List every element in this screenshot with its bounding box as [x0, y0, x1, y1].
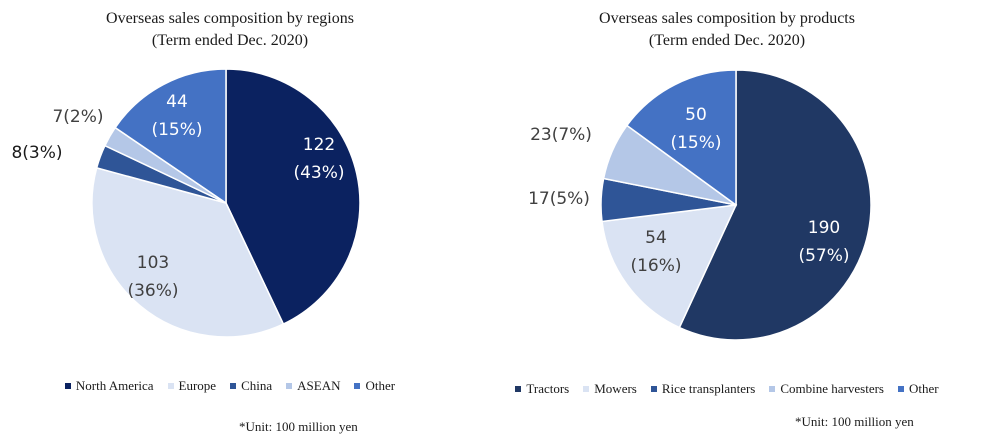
regions-chart: Overseas sales composition by regions (T…	[0, 0, 460, 445]
legend-label: ASEAN	[297, 378, 341, 393]
legend-swatch	[583, 386, 590, 392]
legend-item-combine-harvesters: Combine harvesters	[769, 381, 884, 397]
pie-slice-other	[625, 69, 737, 207]
legend-swatch	[650, 386, 657, 392]
chart-subtitle: (Term ended Dec. 2020)	[648, 32, 806, 49]
products-chart: Overseas sales composition by products (…	[470, 0, 984, 445]
legend-swatch	[897, 386, 904, 392]
data-label-mowers: 54 (16%)	[630, 228, 681, 276]
legend-swatch	[769, 386, 776, 392]
legend-swatch	[354, 383, 361, 389]
legend-label: Rice transplanters	[661, 381, 756, 396]
pie-slice-europe	[91, 166, 285, 338]
data-label-north-america: 122 (43%)	[293, 135, 344, 183]
legend-item-tractors: Tractors	[515, 381, 569, 397]
legend-item-north-america: North America	[64, 378, 154, 394]
legend-item-other: Other	[897, 381, 939, 397]
legend-label: Other	[365, 378, 396, 393]
chart-title-line1: Overseas sales composition by products	[599, 10, 855, 27]
legend-swatch	[167, 383, 174, 389]
unit-note: *Unit: 100 million yen	[795, 414, 914, 429]
legend: Tractors Mowers Rice transplanters Combine …	[470, 381, 984, 397]
data-label-rice-transplanters: 17(5%)	[528, 189, 590, 209]
data-label-asean: 7(2%)	[52, 107, 103, 127]
data-label-europe: 103 (36%)	[127, 253, 178, 301]
pie-chart: 122 (43%) 103 (36%) 8(3%) 7(2%) 44 (15%)	[11, 68, 361, 338]
data-label-china: 8(3%)	[11, 143, 62, 163]
data-label-tractors: 190 (57%)	[798, 218, 849, 266]
legend-item-rice-transplanters: Rice transplanters	[650, 381, 756, 397]
legend-swatch	[64, 383, 71, 389]
legend-swatch	[515, 386, 522, 392]
pie-slice-north-america	[225, 68, 361, 326]
pie-chart: 190 (57%) 54 (16%) 17(5%) 23(7%) 50 (15%)	[528, 69, 872, 341]
pie-slice-tractors	[678, 69, 872, 341]
legend-label: Combine harvesters	[780, 381, 884, 396]
unit-note: *Unit: 100 million yen	[239, 419, 358, 434]
pie-slice-other	[114, 68, 227, 205]
legend-label: Other	[908, 381, 939, 396]
legend-item-other: Other	[354, 378, 395, 394]
pie-slice-mowers	[601, 204, 738, 329]
legend-item-asean: ASEAN	[286, 378, 340, 394]
legend-label: Tractors	[526, 381, 570, 396]
legend-item-mowers: Mowers	[583, 381, 637, 397]
legend-label: China	[241, 378, 273, 393]
legend-swatch	[286, 383, 293, 389]
legend-swatch	[230, 383, 237, 389]
data-label-combine-harvesters: 23(7%)	[530, 125, 592, 145]
data-label-other: 50 (15%)	[670, 105, 721, 153]
legend-label: Europe	[178, 378, 217, 393]
legend-item-china: China	[230, 378, 272, 394]
chart-title-line1: Overseas sales composition by regions	[106, 10, 354, 27]
chart-subtitle: (Term ended Dec. 2020)	[151, 32, 309, 49]
data-label-other: 44 (15%)	[151, 92, 202, 140]
legend-label: Mowers	[594, 381, 637, 396]
legend-item-europe: Europe	[167, 378, 217, 394]
chart-title: Overseas sales composition by products (…	[470, 8, 984, 52]
chart-title: Overseas sales composition by regions (T…	[0, 8, 460, 52]
legend-label: North America	[75, 378, 154, 393]
legend: North America Europe China ASEAN Other	[0, 378, 460, 394]
